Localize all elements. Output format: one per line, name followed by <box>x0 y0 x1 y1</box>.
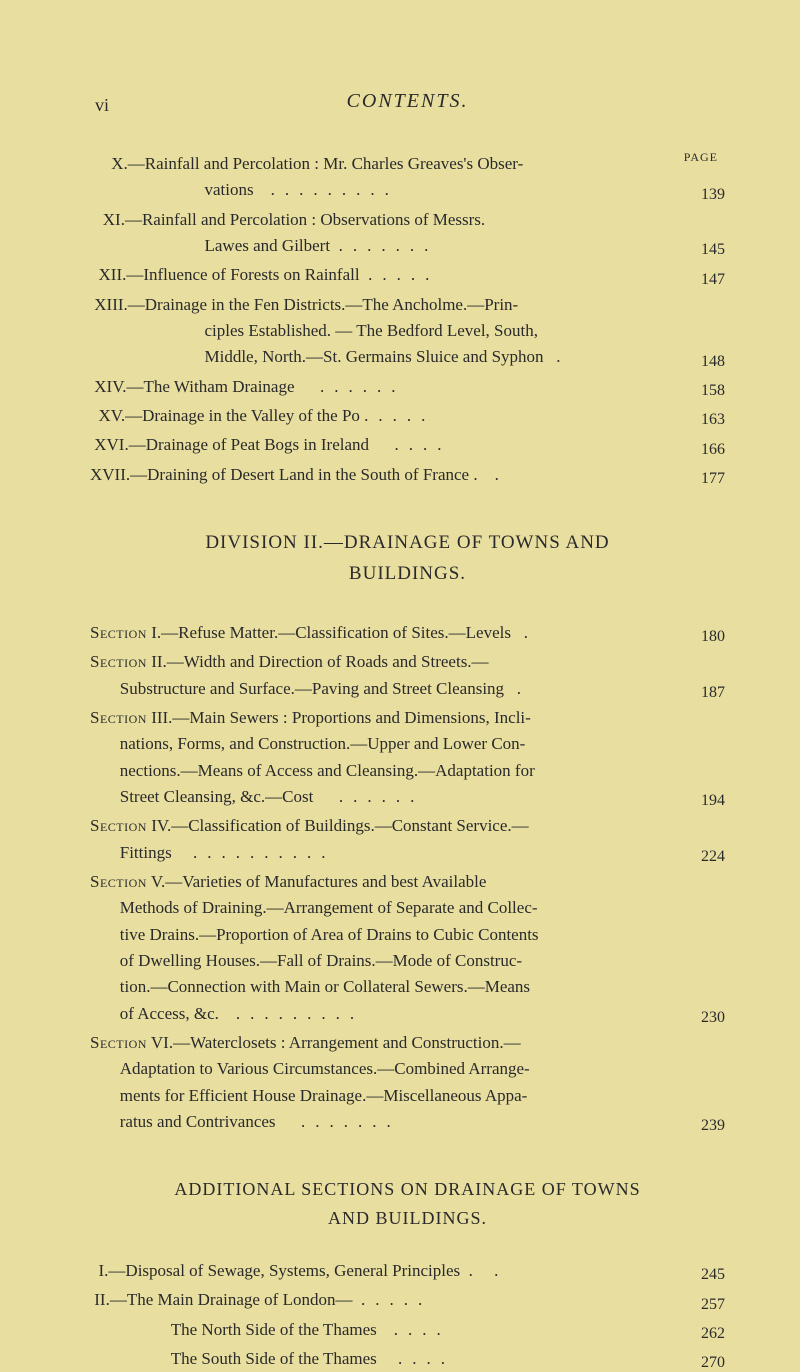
entry-page: 148 <box>683 353 725 371</box>
section-entry: Section III.—Main Sewers : Proportions a… <box>90 705 725 810</box>
section-text: Section I.—Refuse Matter.—Classification… <box>90 620 673 646</box>
entry-page: 270 <box>683 1354 725 1372</box>
entry-page: 147 <box>683 271 725 289</box>
entry-text: II.—The Main Drainage of London— ..... <box>90 1287 673 1313</box>
section-entry: Section II.—Width and Direction of Roads… <box>90 649 725 702</box>
entry-page: 239 <box>683 1117 725 1135</box>
sub-entry-text: The South Side of the Thames .... <box>90 1346 673 1372</box>
section-text: Section II.—Width and Direction of Roads… <box>90 649 673 702</box>
toc-entry: XVII.—Draining of Desert Land in the Sou… <box>90 462 725 488</box>
entry-page: 230 <box>683 1009 725 1027</box>
page-roman-numeral: vi <box>95 95 109 116</box>
entry-page: 262 <box>683 1325 725 1343</box>
additional-sub-entry: The North Side of the Thames .... 262 <box>90 1317 725 1343</box>
entry-text: I.—Disposal of Sewage, Systems, General … <box>90 1258 673 1284</box>
additional-entry: II.—The Main Drainage of London— ..... 2… <box>90 1287 725 1313</box>
entry-page: 166 <box>683 441 725 459</box>
entry-page: 145 <box>683 241 725 259</box>
toc-entry: XIV.—The Witham Drainage ...... 158 <box>90 374 725 400</box>
toc-entry: XII.—Influence of Forests on Rainfall ..… <box>90 262 725 288</box>
entry-page: 257 <box>683 1296 725 1314</box>
section-text: Section IV.—Classification of Buildings.… <box>90 813 673 866</box>
toc-entry: XI.—Rainfall and Percolation : Observati… <box>90 207 725 260</box>
entry-page: 158 <box>683 382 725 400</box>
page-header: CONTENTS. <box>90 90 725 113</box>
section-entry: Section VI.—Waterclosets : Arrangement a… <box>90 1030 725 1135</box>
section-text: Section VI.—Waterclosets : Arrangement a… <box>90 1030 673 1135</box>
entry-page: 245 <box>683 1266 725 1284</box>
entry-text: XVII.—Draining of Desert Land in the Sou… <box>90 462 673 488</box>
division-title: DIVISION II.—DRAINAGE OF TOWNS ANDBUILDI… <box>90 528 725 589</box>
entry-text: XV.—Drainage in the Valley of the Po ...… <box>90 403 673 429</box>
additional-entry: I.—Disposal of Sewage, Systems, General … <box>90 1258 725 1284</box>
entry-text: XVI.—Drainage of Peat Bogs in Ireland ..… <box>90 432 673 458</box>
entry-page: 224 <box>683 848 725 866</box>
entry-page: 187 <box>683 684 725 702</box>
entry-text: X.—Rainfall and Percolation : Mr. Charle… <box>90 151 673 204</box>
entry-text: XII.—Influence of Forests on Rainfall ..… <box>90 262 673 288</box>
entry-text: XI.—Rainfall and Percolation : Observati… <box>90 207 673 260</box>
entry-page: 177 <box>683 470 725 488</box>
entry-page: 139 <box>683 186 725 204</box>
section-entry: Section IV.—Classification of Buildings.… <box>90 813 725 866</box>
page-column-label: PAGE <box>684 150 718 165</box>
entry-page: 163 <box>683 411 725 429</box>
section-entry: Section V.—Varieties of Manufactures and… <box>90 869 725 1027</box>
entry-page: 194 <box>683 792 725 810</box>
toc-entry: XIII.—Drainage in the Fen Districts.—The… <box>90 292 725 371</box>
contents-list: X.—Rainfall and Percolation : Mr. Charle… <box>90 151 725 1372</box>
additional-sub-entry: The South Side of the Thames .... 270 <box>90 1346 725 1372</box>
entry-text: XIV.—The Witham Drainage ...... <box>90 374 673 400</box>
additional-title: ADDITIONAL SECTIONS ON DRAINAGE OF TOWNS… <box>90 1175 725 1233</box>
toc-entry: X.—Rainfall and Percolation : Mr. Charle… <box>90 151 725 204</box>
toc-entry: XVI.—Drainage of Peat Bogs in Ireland ..… <box>90 432 725 458</box>
entry-text: XIII.—Drainage in the Fen Districts.—The… <box>90 292 673 371</box>
section-entry: Section I.—Refuse Matter.—Classification… <box>90 620 725 646</box>
section-text: Section V.—Varieties of Manufactures and… <box>90 869 673 1027</box>
entry-page: 180 <box>683 628 725 646</box>
section-text: Section III.—Main Sewers : Proportions a… <box>90 705 673 810</box>
sub-entry-text: The North Side of the Thames .... <box>90 1317 673 1343</box>
toc-entry: XV.—Drainage in the Valley of the Po ...… <box>90 403 725 429</box>
